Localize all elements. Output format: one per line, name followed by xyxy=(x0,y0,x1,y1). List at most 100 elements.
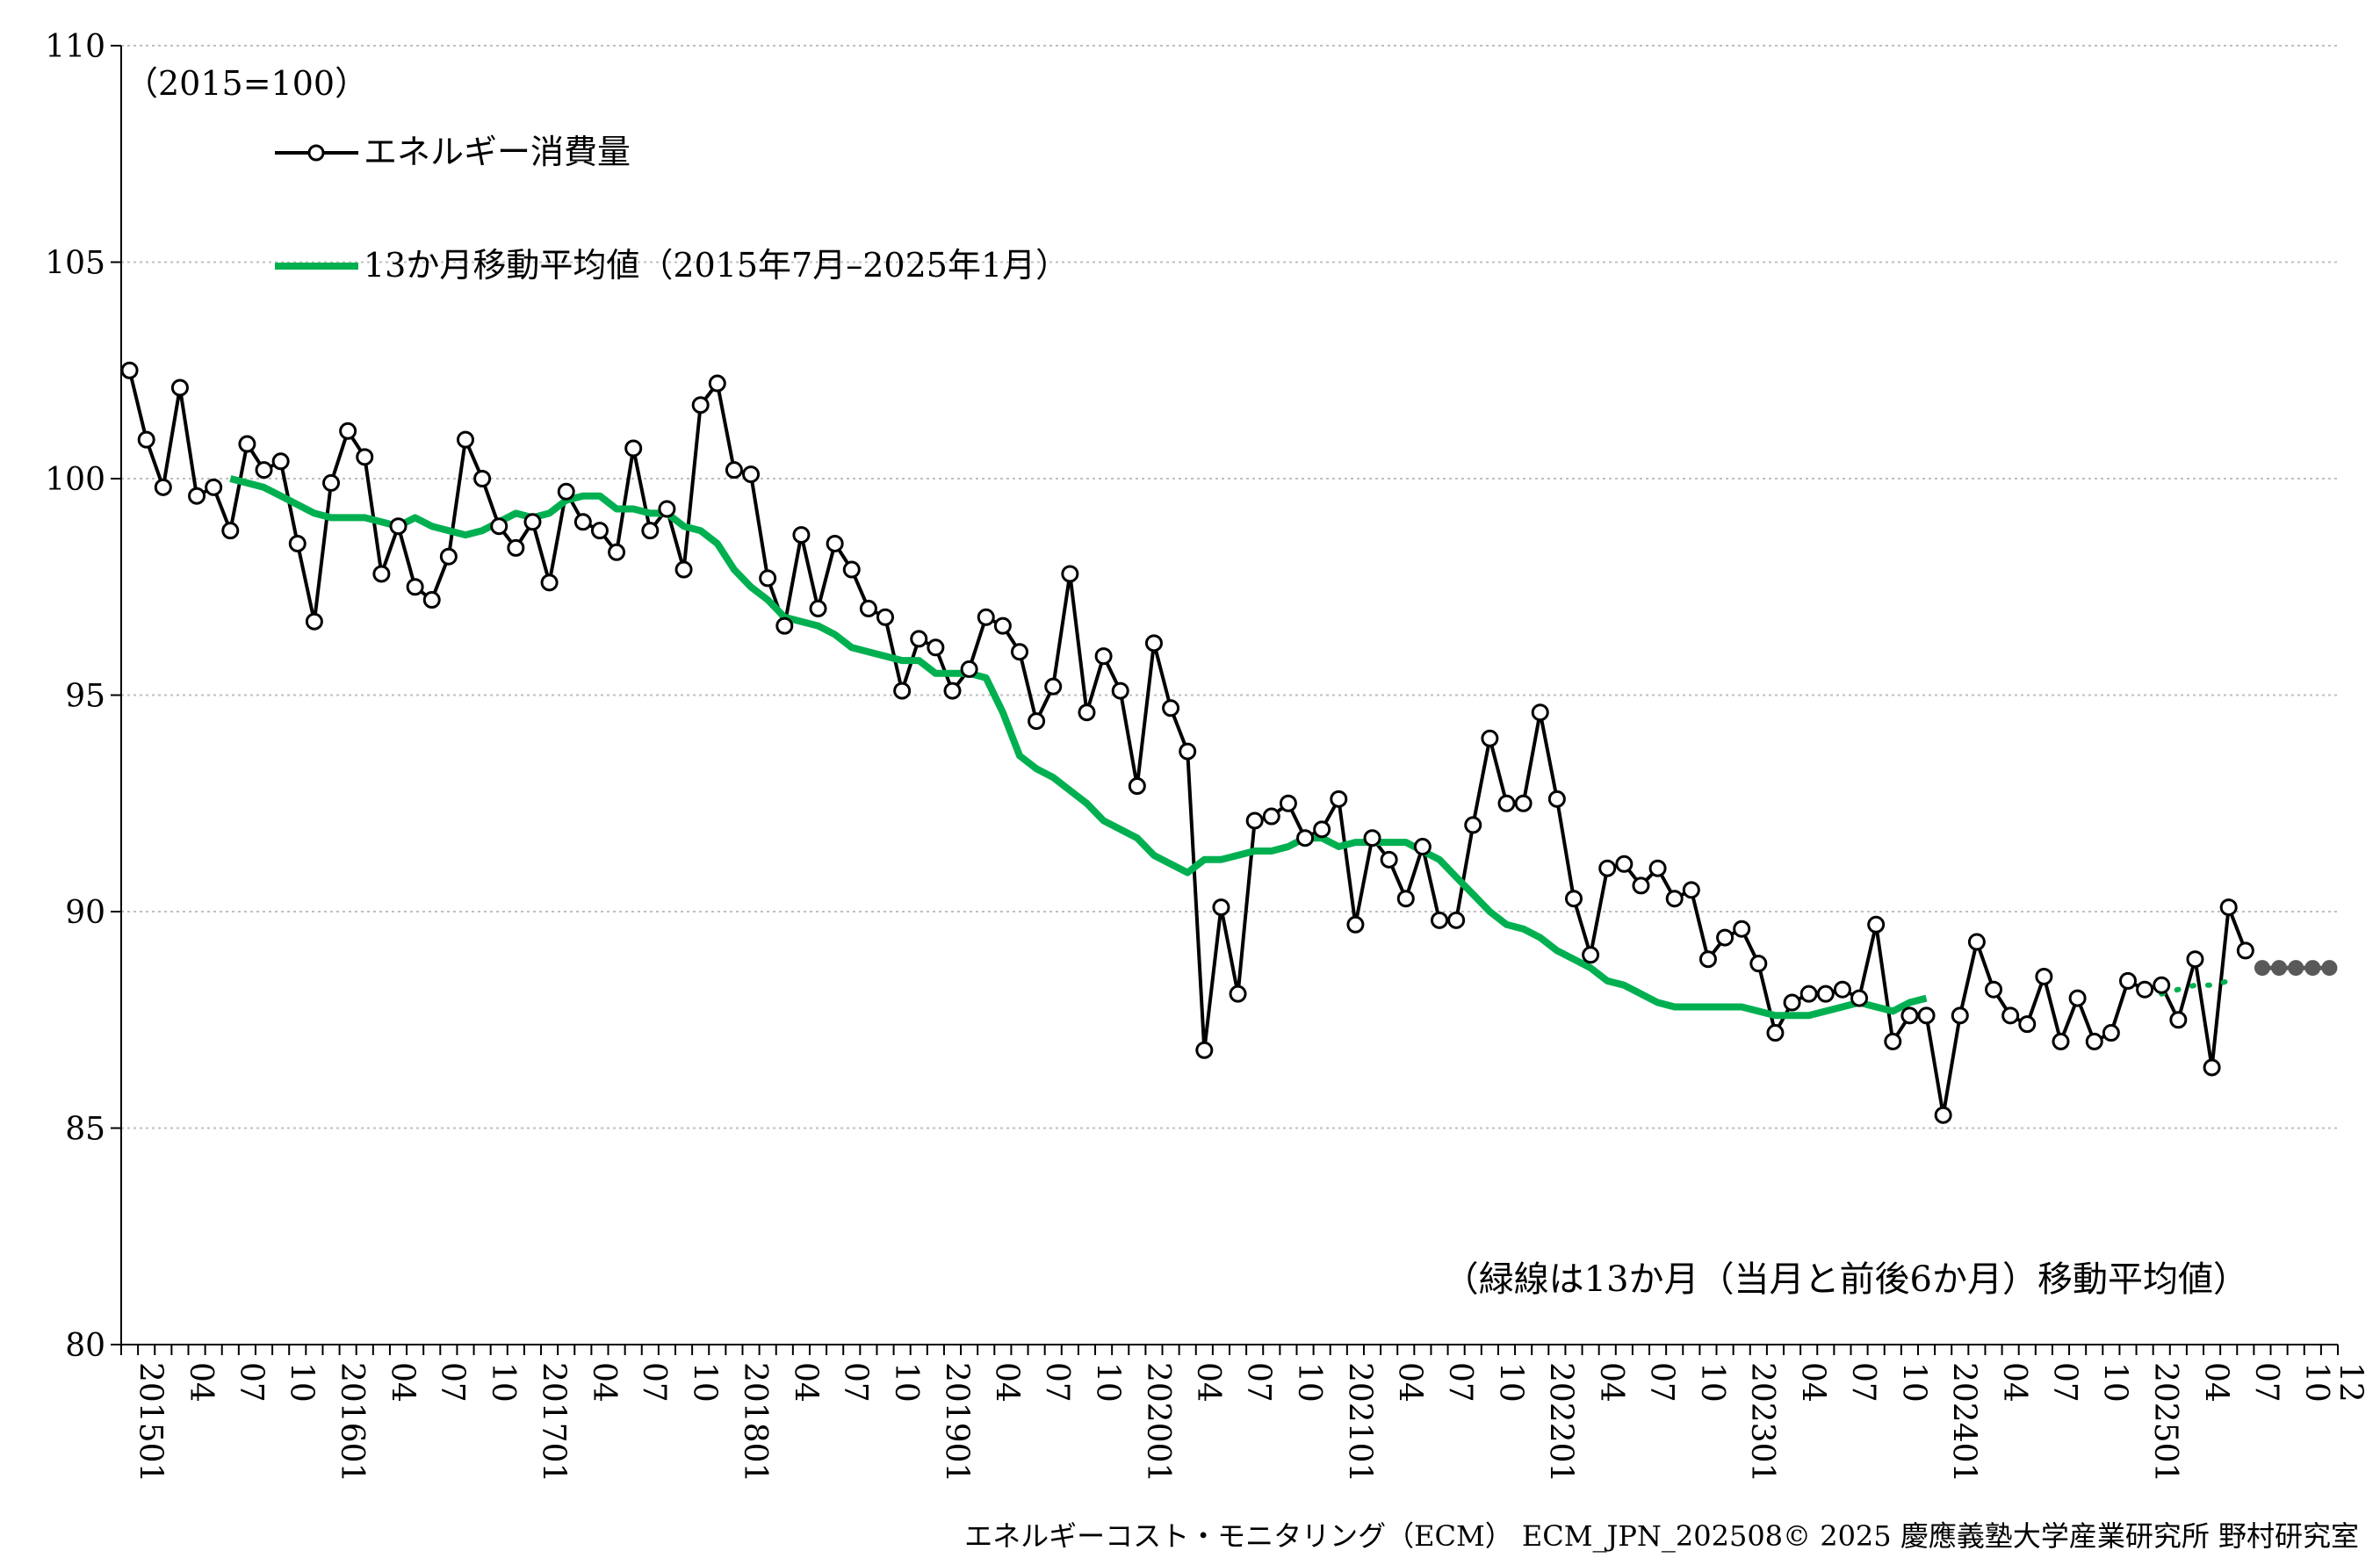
x-tick-label-10: 10 xyxy=(1895,1362,1931,1403)
consumption-point xyxy=(154,478,172,496)
forecast-point xyxy=(2271,960,2288,977)
y-tick-labels: 80 85 90 95 100 105 110 xyxy=(45,29,121,1364)
y-tick-label-80: 80 xyxy=(65,1328,105,1364)
consumption-point xyxy=(2102,1024,2120,1042)
consumption-point xyxy=(2085,1032,2103,1050)
x-tick-label-07: 07 xyxy=(636,1362,672,1403)
x-tick-label-04: 04 xyxy=(1795,1362,1831,1403)
consumption-point xyxy=(540,573,559,592)
x-tick-label-04: 04 xyxy=(1392,1362,1428,1403)
consumption-point xyxy=(927,638,945,657)
series-lines xyxy=(127,370,2330,1117)
consumption-point xyxy=(507,538,525,557)
consumption-point xyxy=(960,660,978,678)
x-tick-label-04: 04 xyxy=(1190,1362,1226,1403)
consumption-point xyxy=(1900,1006,1919,1025)
consumption-point xyxy=(708,374,726,393)
consumption-point xyxy=(1464,816,1482,834)
consumption-point xyxy=(137,430,155,449)
consumption-point xyxy=(658,500,676,518)
consumption-point xyxy=(1447,911,1466,929)
consumption-point xyxy=(439,547,458,566)
consumption-point xyxy=(2169,1011,2188,1029)
consumption-point xyxy=(691,396,710,415)
x-tick-label-04: 04 xyxy=(787,1362,823,1403)
unit-note: （2015=100） xyxy=(125,64,368,103)
legend: エネルギー消費量 13か月移動平均値（2015年7月–2025年1月） xyxy=(275,133,1069,285)
moving-average-annotation: （緑線は13か月（当月と前後6か月）移動平均値） xyxy=(1444,1259,2248,1300)
consumption-point xyxy=(1481,729,1499,747)
forecast-point xyxy=(2254,960,2270,977)
consumption-point xyxy=(1396,890,1415,908)
x-tick-label-07: 07 xyxy=(435,1362,471,1403)
consumption-point xyxy=(406,578,424,596)
consumption-point xyxy=(557,482,575,501)
x-tick-label-202301: 202301 xyxy=(1744,1362,1780,1482)
consumption-point xyxy=(1766,1024,1785,1042)
consumption-point xyxy=(1111,682,1129,700)
copyright-footer: エネルギーコスト・モニタリング（ECM） ECM_JPN_202508© 202… xyxy=(964,1519,2359,1553)
x-tick-label-202201: 202201 xyxy=(1543,1362,1579,1482)
x-tick-label-10: 10 xyxy=(888,1362,924,1403)
consumption-point xyxy=(809,599,827,617)
consumption-point xyxy=(2001,1006,2020,1025)
consumption-point xyxy=(322,473,341,492)
forecast-point xyxy=(2288,960,2304,977)
consumption-point xyxy=(1346,915,1365,934)
x-tick-label-07: 07 xyxy=(1442,1362,1478,1403)
consumption-point xyxy=(422,591,441,609)
consumption-point xyxy=(573,513,592,531)
consumption-point xyxy=(1262,807,1280,826)
y-tick-label-100: 100 xyxy=(45,462,105,498)
consumption-point xyxy=(1564,890,1583,908)
moving-average-provisional-line xyxy=(2159,977,2232,997)
consumption-point xyxy=(674,560,693,579)
consumption-point xyxy=(1229,985,1247,1003)
consumption-point xyxy=(1682,881,1700,899)
consumption-point xyxy=(1431,911,1449,929)
consumption-point xyxy=(1514,794,1533,812)
consumption-point xyxy=(624,439,643,458)
x-tick-label-202501: 202501 xyxy=(2147,1362,2183,1482)
consumption-point xyxy=(356,448,374,466)
consumption-point xyxy=(725,461,743,480)
x-tick-label-04: 04 xyxy=(586,1362,622,1403)
consumption-point xyxy=(120,361,139,379)
consumption-point xyxy=(1733,920,1751,938)
consumption-point xyxy=(993,617,1012,635)
consumption-point xyxy=(1028,712,1046,731)
consumption-point xyxy=(2035,967,2053,985)
consumption-point xyxy=(456,430,474,449)
y-tick-label-95: 95 xyxy=(65,679,105,715)
x-tick-label-07: 07 xyxy=(233,1362,269,1403)
consumption-point xyxy=(1531,703,1549,722)
x-tick-label-04: 04 xyxy=(2197,1362,2233,1403)
legend-label-consumption: エネルギー消費量 xyxy=(364,133,631,171)
consumption-point xyxy=(1044,677,1063,696)
consumption-point xyxy=(2186,950,2204,969)
consumption-point xyxy=(2052,1032,2070,1050)
consumption-point xyxy=(1934,1106,1952,1124)
y-tick-label-110: 110 xyxy=(45,29,105,65)
consumption-point xyxy=(1648,859,1667,877)
consumption-point xyxy=(859,599,877,617)
consumption-point xyxy=(2118,971,2137,990)
consumption-point xyxy=(2068,989,2087,1007)
consumption-point xyxy=(1716,928,1735,947)
consumption-point xyxy=(339,422,357,440)
consumption-point xyxy=(2219,898,2238,917)
consumption-point xyxy=(1665,890,1684,908)
consumption-point xyxy=(1816,985,1835,1003)
consumption-point xyxy=(893,682,912,700)
forecast-point xyxy=(2321,960,2338,977)
x-tick-labels: 201501 04 07 10 201601 04 07 10 201701 04 07 10 2018… xyxy=(133,1362,2369,1482)
x-tick-label-04: 04 xyxy=(1996,1362,2032,1403)
consumption-point xyxy=(188,487,206,505)
consumption-point xyxy=(608,543,626,561)
x-tick-label-201801: 201801 xyxy=(737,1362,773,1482)
legend-marker-consumption xyxy=(307,144,325,162)
consumption-point xyxy=(2203,1058,2221,1077)
x-tick-label-201701: 201701 xyxy=(535,1362,571,1482)
x-tick-label-04: 04 xyxy=(384,1362,420,1403)
